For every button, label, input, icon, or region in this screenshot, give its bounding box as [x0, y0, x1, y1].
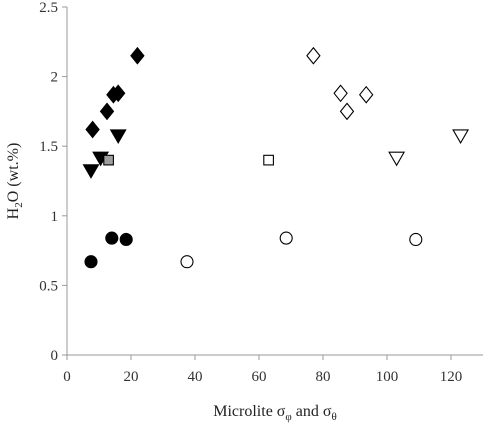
- data-point-diamond: [85, 120, 100, 139]
- y-tick-label: 1.5: [39, 139, 58, 155]
- data-point-circle: [119, 232, 133, 247]
- y-tick-label: 0.5: [39, 278, 58, 294]
- x-axis-title: Microlite σφ and σθ: [213, 403, 337, 423]
- series-diamond-open: [306, 46, 374, 121]
- x-tick-label: 100: [376, 369, 399, 385]
- series-square-filled: [103, 154, 114, 166]
- data-point-diamond: [339, 102, 355, 121]
- data-point-diamond: [130, 46, 145, 65]
- series-triangle-down-filled: [82, 129, 127, 179]
- y-tick-label: 2: [51, 70, 59, 86]
- x-tick-label: 120: [440, 369, 463, 385]
- data-point-diamond: [306, 46, 321, 65]
- data-point-triangle-down: [452, 129, 470, 145]
- series-circle-open: [180, 231, 423, 269]
- y-tick-label: 1: [51, 209, 59, 225]
- data-point-diamond: [358, 85, 374, 104]
- data-point-circle: [84, 255, 98, 269]
- data-point-square: [263, 154, 274, 166]
- y-tick-label: 2.5: [39, 0, 58, 16]
- x-ticks: 0 20 40 60 80 100 120: [63, 355, 462, 385]
- y-ticks: 0 0.5 1 1.5 2 2.5: [39, 0, 67, 364]
- x-tick-label: 20: [124, 369, 139, 385]
- data-point-circle: [105, 231, 119, 245]
- x-tick-label: 40: [188, 369, 203, 385]
- series-circle-filled: [84, 231, 133, 269]
- x-tick-label: 80: [316, 369, 331, 385]
- series-square-open: [263, 154, 274, 166]
- x-tick-label: 0: [63, 369, 71, 385]
- series-triangle-down-open: [388, 129, 470, 167]
- data-point-diamond: [99, 102, 115, 121]
- data-point-triangle-down: [388, 151, 406, 167]
- data-point-triangle-down: [82, 164, 100, 179]
- data-point-circle: [409, 232, 423, 247]
- x-tick-label: 60: [252, 369, 267, 385]
- data-point-diamond: [110, 84, 126, 103]
- data-point-diamond: [333, 84, 348, 103]
- series-diamond-filled: [85, 46, 145, 139]
- data-point-triangle-down: [109, 129, 127, 145]
- y-axis-title: H2O (wt.%): [5, 143, 25, 220]
- axes: [66, 7, 483, 356]
- data-point-circle: [279, 231, 293, 245]
- data-point-square: [103, 154, 114, 166]
- data-point-circle: [180, 255, 194, 269]
- y-tick-label: 0: [51, 348, 59, 364]
- data-points: [82, 46, 470, 269]
